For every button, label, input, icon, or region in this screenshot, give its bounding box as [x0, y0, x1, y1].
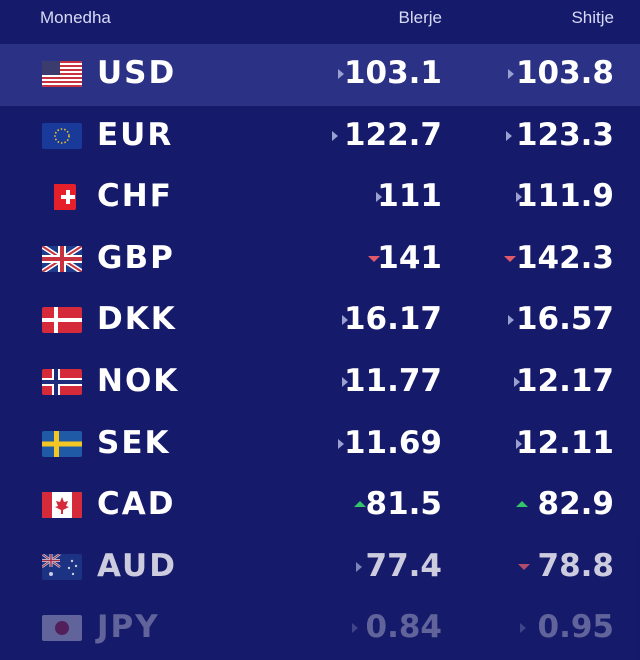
- sell-trend-neutral-icon: [520, 623, 526, 634]
- sell-trend-neutral-icon: [514, 376, 520, 387]
- buy-rate: 0.84: [365, 609, 443, 646]
- currency-row-aud[interactable]: AUD 77.4 78.8: [0, 536, 640, 599]
- sell-trend-neutral-icon: [516, 438, 522, 449]
- buy-trend-neutral-icon: [376, 192, 382, 203]
- currency-row-eur[interactable]: EUR 122.7 123.3: [0, 105, 640, 168]
- sell-trend-down-icon: [504, 255, 516, 262]
- sell-rate: 0.95: [537, 609, 615, 646]
- currency-code: AUD: [97, 547, 177, 584]
- currency-row-gbp[interactable]: GBP 141 142.3: [0, 228, 640, 291]
- buy-trend-up-icon: [354, 501, 366, 508]
- sell-rate: 82.9: [537, 486, 615, 523]
- currency-code: EUR: [97, 116, 174, 153]
- currency-list: USD 103.1 103.8 EUR 122.7 123.3 CHF 111: [0, 44, 640, 660]
- currency-code: USD: [97, 55, 177, 91]
- usa-flag-icon: [42, 61, 82, 87]
- currency-code: CAD: [97, 486, 176, 523]
- sell-rate: 16.57: [515, 301, 614, 338]
- currency-code: DKK: [97, 301, 177, 338]
- header-buy: Blerje: [398, 8, 442, 27]
- sweden-flag-icon: [42, 430, 82, 457]
- buy-trend-neutral-icon: [338, 69, 344, 79]
- buy-rate: 122.7: [343, 116, 442, 153]
- table-header: Monedha Blerje Shitje: [0, 0, 640, 44]
- currency-code: JPY: [97, 609, 160, 646]
- currency-code: SEK: [97, 424, 171, 461]
- buy-rate: 11.69: [343, 424, 442, 461]
- sell-rate: 142.3: [515, 239, 614, 276]
- norway-flag-icon: [42, 368, 82, 395]
- swiss-flag-icon: [48, 184, 76, 211]
- buy-rate: 111: [377, 178, 442, 215]
- buy-rate: 141: [377, 239, 442, 276]
- buy-rate: 16.17: [343, 301, 442, 338]
- australia-flag-icon: [42, 553, 82, 580]
- currency-code: NOK: [97, 362, 180, 399]
- currency-code: GBP: [97, 239, 175, 276]
- header-sell: Shitje: [571, 8, 614, 27]
- buy-trend-down-icon: [368, 255, 380, 262]
- sell-rate: 12.11: [515, 424, 614, 461]
- header-currency: Monedha: [40, 8, 111, 27]
- sell-rate: 123.3: [515, 116, 614, 153]
- currency-code: CHF: [97, 178, 173, 215]
- buy-trend-neutral-icon: [352, 623, 358, 634]
- buy-rate: 103.1: [343, 55, 442, 91]
- sell-trend-neutral-icon: [508, 315, 514, 326]
- canada-flag-icon: [42, 492, 82, 519]
- currency-row-usd[interactable]: USD 103.1 103.8: [0, 44, 640, 106]
- sell-trend-neutral-icon: [516, 192, 522, 203]
- sell-trend-up-icon: [516, 501, 528, 508]
- sell-trend-neutral-icon: [506, 130, 512, 141]
- sell-rate: 111.9: [515, 178, 614, 215]
- currency-row-nok[interactable]: NOK 11.77 12.17: [0, 351, 640, 414]
- buy-trend-neutral-icon: [338, 438, 344, 449]
- sell-trend-down-icon: [518, 563, 530, 570]
- currency-row-sek[interactable]: SEK 11.69 12.11: [0, 413, 640, 476]
- japan-flag-icon: [42, 615, 82, 642]
- buy-trend-neutral-icon: [342, 376, 348, 387]
- uk-flag-icon: [42, 245, 82, 272]
- currency-row-dkk[interactable]: DKK 16.17 16.57: [0, 290, 640, 352]
- currency-row-chf[interactable]: CHF 111 111.9: [0, 167, 640, 229]
- currency-row-jpy[interactable]: JPY 0.84 0.95: [0, 598, 640, 660]
- buy-trend-neutral-icon: [332, 130, 338, 141]
- eu-flag-icon: [42, 122, 82, 149]
- buy-rate: 81.5: [365, 486, 443, 523]
- buy-rate: 77.4: [365, 547, 443, 584]
- sell-rate: 78.8: [537, 547, 615, 584]
- buy-trend-neutral-icon: [356, 561, 362, 572]
- sell-rate: 103.8: [515, 55, 614, 91]
- buy-trend-neutral-icon: [342, 315, 348, 326]
- sell-rate: 12.17: [515, 362, 614, 399]
- denmark-flag-icon: [42, 307, 82, 334]
- sell-trend-neutral-icon: [508, 69, 514, 79]
- currency-row-cad[interactable]: CAD 81.5 82.9: [0, 475, 640, 537]
- buy-rate: 11.77: [343, 362, 442, 399]
